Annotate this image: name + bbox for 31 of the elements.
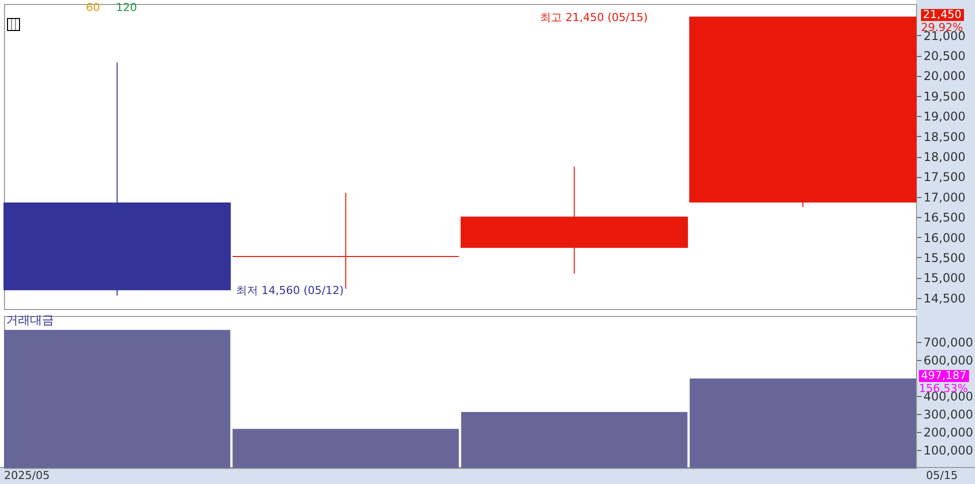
y-tick-label: 19,500 xyxy=(924,89,966,104)
bar xyxy=(4,330,230,468)
y-tick-label: 700,000 xyxy=(924,335,974,350)
bar xyxy=(232,428,459,468)
y-tick-label: 18,000 xyxy=(924,150,966,164)
bar xyxy=(690,378,916,468)
annotation: 최고 21,450 (05/15) xyxy=(540,11,648,24)
bar xyxy=(461,412,688,468)
annotation: 60 xyxy=(86,1,100,14)
y-tick-label: 19,000 xyxy=(924,110,966,124)
y-tick-label: 20,500 xyxy=(924,49,966,64)
annotation: 120 xyxy=(116,1,137,14)
annotation: 최저 14,560 (05/12) xyxy=(236,284,344,297)
y-tick-label: 18,500 xyxy=(924,130,966,144)
y-tick-label: 17,000 xyxy=(924,190,966,204)
annotation: 497,187 xyxy=(919,369,968,382)
chart-title: 거래대금 xyxy=(6,313,54,327)
text: 21,450 xyxy=(921,8,964,21)
y-tick-label: 200,000 xyxy=(924,425,974,440)
y-tick-label: 20,000 xyxy=(924,69,966,84)
y-tick-label: 17,500 xyxy=(924,170,966,184)
y-tick-label: 600,000 xyxy=(924,353,974,368)
y-tick-label: 100,000 xyxy=(924,443,974,458)
text: 2025/05 xyxy=(4,469,50,482)
y-tick-label: 15,000 xyxy=(924,271,966,286)
text: 05/15 xyxy=(926,469,958,482)
y-tick-label: 16,500 xyxy=(924,210,966,225)
y-tick-label: 16,000 xyxy=(924,230,966,245)
y-tick-label: 14,500 xyxy=(924,291,966,306)
y-tick-label: 300,000 xyxy=(924,407,974,422)
y-tick-label: 15,500 xyxy=(924,250,966,265)
